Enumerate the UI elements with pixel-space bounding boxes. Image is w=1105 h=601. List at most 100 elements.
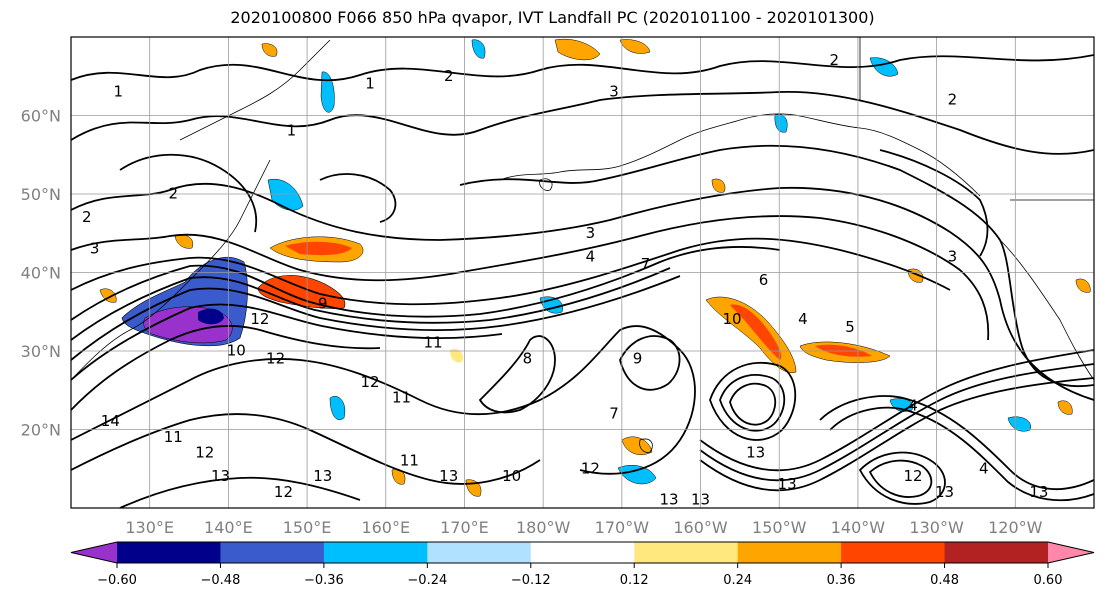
lon-tick-label: 150°W (752, 518, 807, 537)
positive-anomaly-patch (1057, 400, 1073, 415)
contour-label: 3 (609, 82, 619, 100)
lat-tick-label: 20°N (21, 421, 61, 440)
lat-tick-label: 40°N (21, 264, 61, 283)
contour-label: 6 (759, 271, 769, 289)
contour-line (858, 451, 946, 505)
contour-line (699, 349, 1094, 472)
contour-label: 13 (935, 483, 954, 501)
colorbar-tick-label: 0.36 (827, 573, 856, 588)
contour-line (71, 325, 381, 411)
colorbar-tick-label: −0.60 (97, 573, 137, 588)
colorbar-tick-label: −0.24 (407, 573, 447, 588)
contour-line (868, 459, 933, 498)
contour-line (71, 245, 781, 321)
coastlines (71, 37, 1094, 453)
map-title: 2020100800 F066 850 hPa qvapor, IVT Land… (230, 8, 875, 27)
positive-anomaly-patch (450, 348, 464, 363)
colorbar-tick-label: 0.24 (723, 573, 752, 588)
contour-label: 3 (90, 239, 100, 257)
contour-label: 10 (227, 342, 246, 360)
colorbar-labels: −0.60 −0.48 −0.36 −0.24 −0.12 0.12 0.24 0.36 0.4… (97, 573, 1062, 588)
contour-label: 13 (746, 444, 765, 462)
contour-line (71, 303, 503, 381)
coastline (499, 113, 981, 197)
contour-label: 4 (586, 247, 596, 265)
contour-label: 9 (318, 294, 328, 312)
negative-anomaly-core (198, 308, 224, 325)
lon-tick-label: 120°W (988, 518, 1043, 537)
contour-label: 7 (609, 404, 619, 422)
colorbar-swatch (944, 542, 1049, 563)
colorbar-swatch (737, 542, 842, 563)
colorbar-extend-high (1048, 542, 1094, 563)
contour-label: 14 (101, 412, 120, 430)
contour-label: 5 (845, 318, 855, 336)
contour-line (478, 335, 556, 414)
coastline (639, 438, 653, 453)
colorbar-extend-low (71, 542, 117, 563)
contour-line (619, 335, 681, 391)
longitude-labels: 130°E 140°E 150°E 160°E 170°E 180°W 170°W 160°W… (125, 518, 1042, 537)
colorbar (70, 541, 1095, 568)
positive-anomaly-band (285, 241, 352, 256)
colorbar-swatch (117, 542, 221, 563)
positive-anomaly-patch (554, 38, 601, 61)
light-negative-patch (617, 465, 657, 485)
contour-label: 2 (830, 51, 840, 69)
contour-line (71, 215, 990, 341)
contour-label: 13 (1029, 483, 1048, 501)
lat-tick-label: 60°N (21, 107, 61, 126)
contour-line (699, 363, 1094, 482)
positive-anomaly-patch (621, 436, 653, 455)
colorbar-swatch (427, 542, 532, 563)
contour-label: 3 (586, 224, 596, 242)
contour-label: 8 (523, 349, 533, 367)
contour-line (71, 275, 681, 361)
contour-line (119, 476, 361, 508)
contour-line (71, 325, 696, 475)
contour-label: 11 (423, 334, 442, 352)
contour-lines (71, 54, 1094, 508)
contour-line (879, 149, 989, 257)
contour-label: 13 (691, 491, 710, 509)
lon-tick-label: 180°W (516, 518, 571, 537)
contour-label: 2 (82, 208, 92, 226)
colorbar-tick-label: −0.36 (304, 573, 344, 588)
colorbar-swatch (841, 542, 946, 563)
colorbar-swatch (634, 542, 739, 563)
contour-line (319, 173, 397, 223)
lon-tick-label: 160°E (361, 518, 410, 537)
positive-anomaly-patch (99, 288, 117, 303)
contour-label: 11 (164, 428, 183, 446)
contour-line (459, 144, 1094, 388)
colorbar-tick-label: 0.12 (620, 573, 649, 588)
contour-line (709, 361, 797, 441)
positive-anomaly-band (257, 275, 346, 309)
lon-tick-label: 170°W (595, 518, 650, 537)
positive-anomaly-band (730, 304, 782, 360)
positive-anomaly-patch (1075, 278, 1091, 293)
coastline (179, 39, 331, 141)
contour-line (729, 382, 777, 426)
lat-tick-label: 30°N (21, 342, 61, 361)
contour-label: 13 (660, 491, 679, 509)
contour-label: 12 (274, 483, 293, 501)
positive-anomaly-patch (261, 43, 278, 57)
latitude-labels: 20°N 30°N 40°N 50°N 60°N (21, 107, 61, 440)
colorbar-tick-label: −0.48 (201, 573, 241, 588)
lon-tick-label: 170°E (440, 518, 489, 537)
contour-line (71, 91, 1094, 155)
contour-label: 2 (444, 67, 454, 85)
contour-label: 11 (400, 451, 419, 469)
light-negative-patch (1007, 416, 1031, 432)
colorbar-swatch (220, 542, 325, 563)
contour-label: 12 (250, 310, 269, 328)
coastline (539, 178, 553, 191)
contour-label: 1 (113, 82, 123, 100)
lon-tick-label: 140°W (831, 518, 886, 537)
light-negative-patch (329, 396, 346, 420)
contour-label: 2 (948, 90, 958, 108)
